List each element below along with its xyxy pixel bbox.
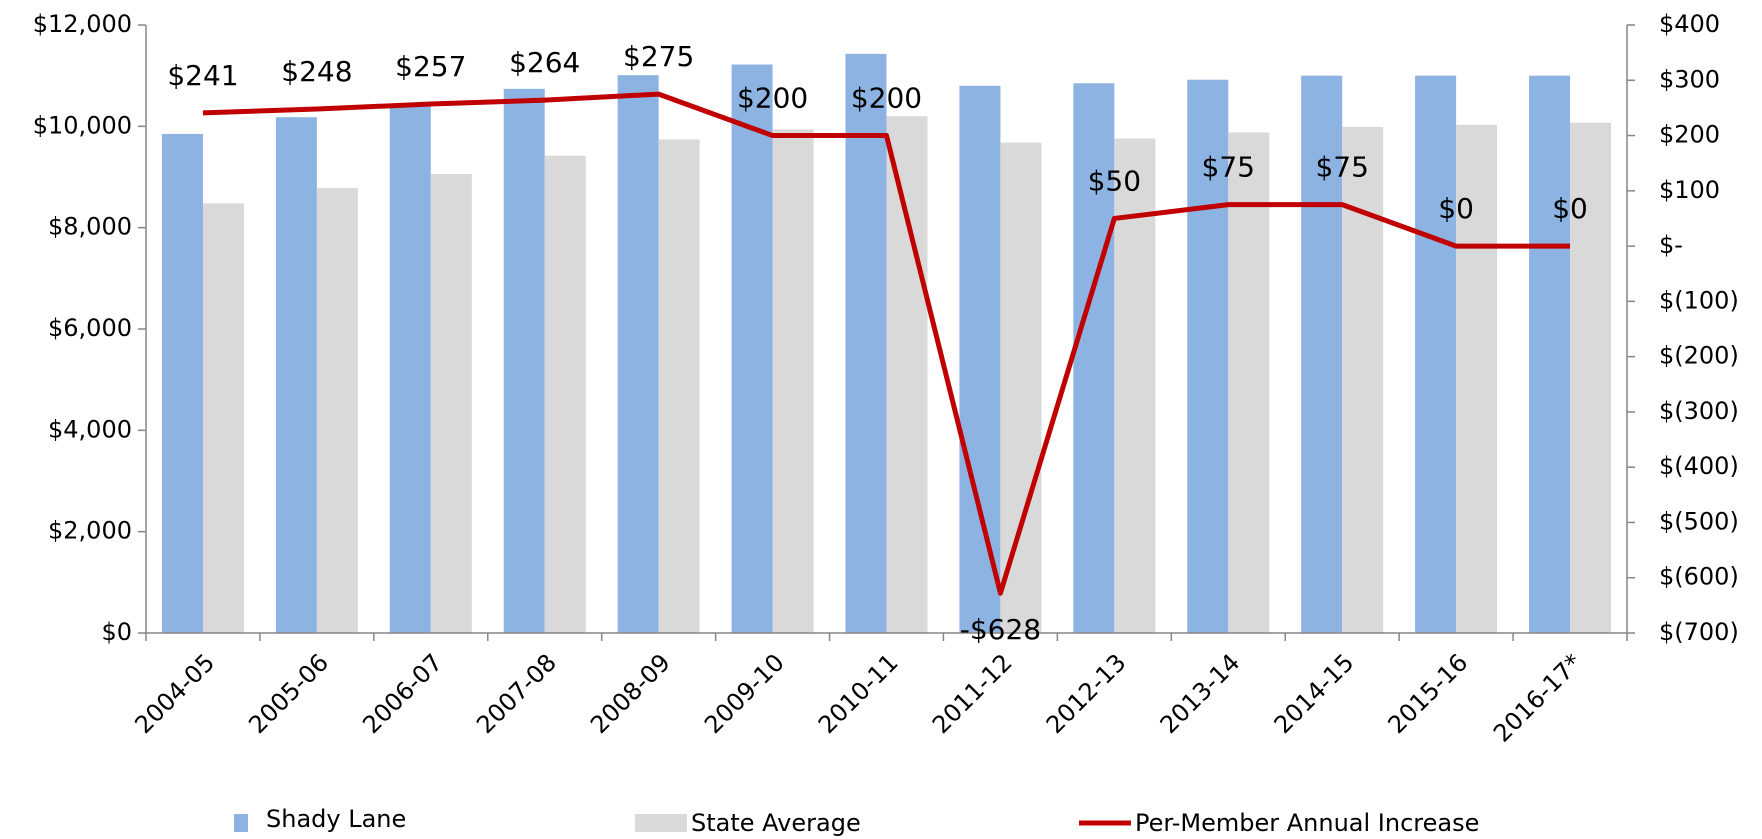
bar — [886, 116, 928, 633]
x-tick-label: 2007-08 — [471, 648, 562, 739]
x-tick-label: 2012-13 — [1041, 648, 1132, 739]
bar — [1114, 138, 1156, 633]
data-label: $241 — [167, 59, 238, 92]
x-tick-label: 2011-12 — [927, 648, 1018, 739]
x-tick-label: 2008-09 — [585, 648, 676, 739]
y-tick-label: $4,000 — [48, 415, 132, 443]
bar — [1415, 75, 1457, 633]
data-label: $200 — [737, 82, 808, 115]
x-tick-label: 2010-11 — [813, 648, 904, 739]
legend-label: Per-Member Annual Increase — [1135, 809, 1479, 837]
y-tick-label: $6,000 — [48, 314, 132, 342]
bar — [161, 133, 203, 633]
bar — [1187, 79, 1229, 634]
bar — [1456, 124, 1498, 634]
x-tick-label: 2006-07 — [357, 648, 448, 739]
y2-tick-label: $100 — [1659, 176, 1720, 204]
legend-label: State Average — [691, 809, 861, 837]
bar — [1342, 126, 1384, 633]
x-tick-label: 2015-16 — [1383, 648, 1474, 739]
y2-tick-label: $(400) — [1659, 452, 1739, 480]
bar — [1073, 83, 1115, 634]
bar — [1000, 142, 1042, 633]
bar — [544, 155, 586, 633]
bar — [275, 117, 317, 634]
bar — [1570, 122, 1612, 633]
bar — [959, 85, 1001, 634]
bar — [731, 64, 773, 633]
bar — [1529, 75, 1571, 633]
data-label: $0 — [1438, 192, 1474, 225]
x-tick-label: 2009-10 — [699, 648, 790, 739]
y2-tick-label: $(300) — [1659, 397, 1739, 425]
bar — [316, 188, 358, 633]
y-tick-label: $10,000 — [33, 111, 132, 139]
data-label: $248 — [281, 55, 352, 88]
data-label: $75 — [1315, 151, 1368, 184]
data-label: $75 — [1202, 151, 1255, 184]
data-label: $50 — [1088, 164, 1141, 197]
y-tick-label: $2,000 — [48, 517, 132, 545]
y2-tick-label: $(100) — [1659, 286, 1739, 314]
data-label: $200 — [851, 82, 922, 115]
x-tick-label: 2005-06 — [243, 648, 334, 739]
x-tick-label: 2014-15 — [1269, 648, 1360, 739]
bar — [1301, 75, 1343, 633]
x-tick-label: 2004-05 — [129, 648, 220, 739]
data-label: $264 — [509, 46, 580, 79]
legend-marker — [234, 814, 248, 832]
bar — [503, 88, 545, 634]
x-tick-label: 2013-14 — [1155, 648, 1246, 739]
y-tick-label: $0 — [101, 618, 132, 646]
bar — [202, 203, 244, 633]
data-label: $0 — [1552, 192, 1588, 225]
y-tick-label: $8,000 — [48, 213, 132, 241]
y2-tick-label: $200 — [1659, 121, 1720, 149]
bar — [389, 104, 431, 633]
y2-tick-label: $(600) — [1659, 563, 1739, 591]
data-label: -$628 — [960, 613, 1041, 646]
y2-tick-label: $- — [1659, 231, 1683, 259]
legend-label: Shady Lane — [266, 805, 406, 833]
bar — [1228, 132, 1270, 633]
bar — [617, 75, 659, 633]
y-tick-label: $12,000 — [33, 10, 132, 38]
y2-tick-label: $300 — [1659, 65, 1720, 93]
y2-tick-label: $(200) — [1659, 342, 1739, 370]
bar — [430, 173, 472, 633]
x-tick-label: 2016-17* — [1488, 648, 1587, 747]
legend-marker — [635, 814, 687, 832]
data-label: $275 — [623, 40, 694, 73]
bar — [658, 139, 700, 634]
line — [202, 91, 1571, 596]
bar — [845, 53, 887, 633]
y2-tick-label: $400 — [1659, 10, 1720, 38]
bar — [772, 129, 814, 633]
y2-tick-label: $(500) — [1659, 507, 1739, 535]
data-label: $257 — [395, 50, 466, 83]
y2-tick-label: $(700) — [1659, 618, 1739, 646]
